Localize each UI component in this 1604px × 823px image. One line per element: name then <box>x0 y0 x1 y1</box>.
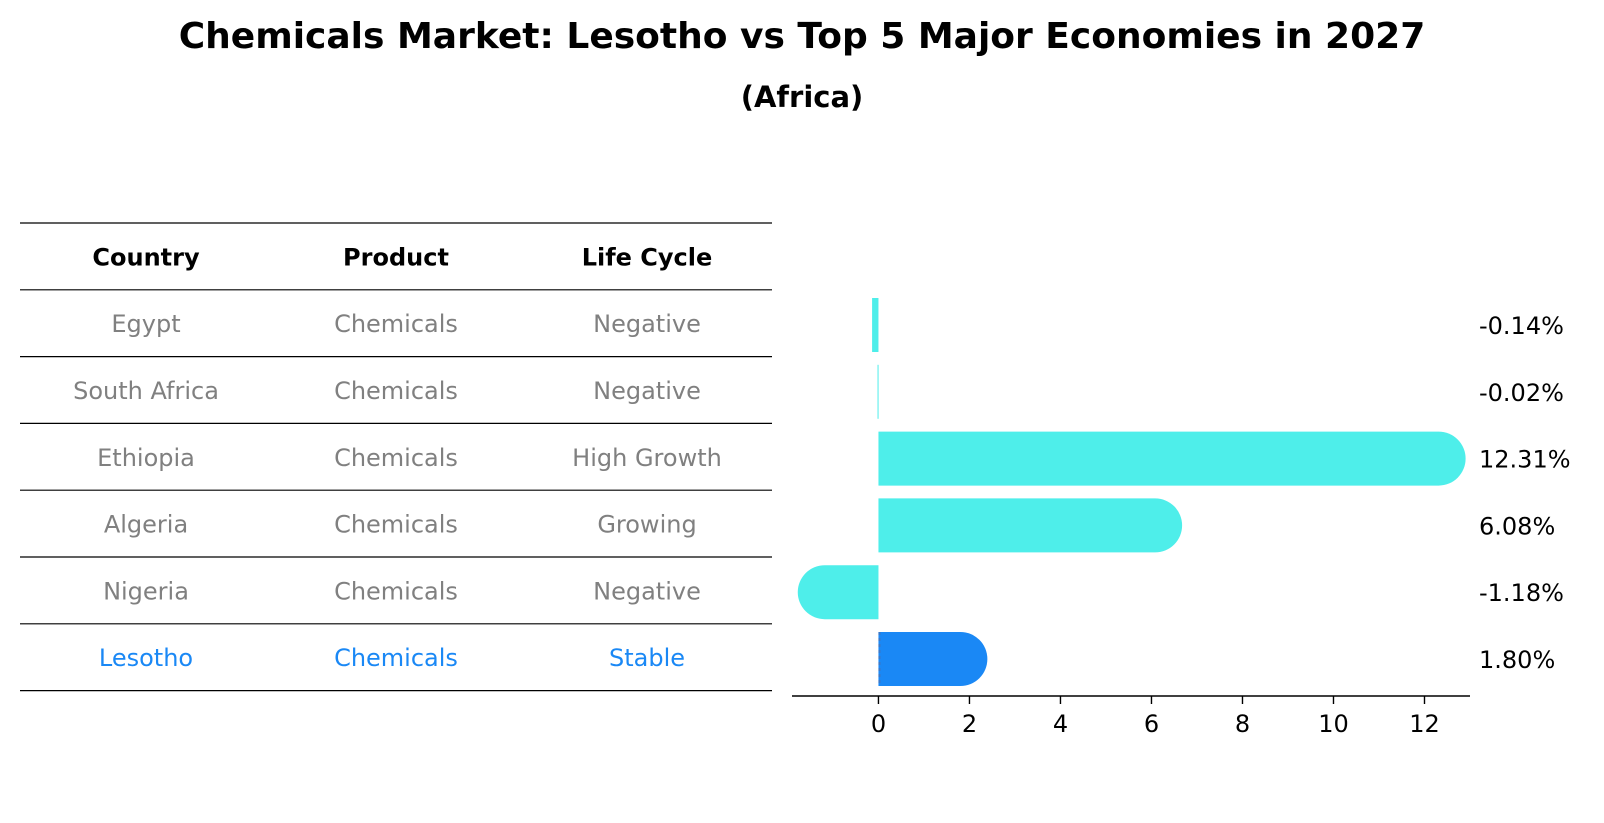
table-cell: Nigeria <box>103 577 189 605</box>
x-tick-label: 4 <box>1053 710 1068 738</box>
table-cell: Algeria <box>104 511 188 539</box>
table-cell: Chemicals <box>334 377 458 405</box>
bar-algeria <box>878 498 1183 553</box>
x-tick-label: 12 <box>1409 710 1440 738</box>
bar-value-label: 6.08% <box>1479 512 1555 540</box>
table-cell: Negative <box>593 310 701 338</box>
table-cell: Chemicals <box>334 644 458 672</box>
bar-value-label: -0.02% <box>1479 379 1564 407</box>
bar-value-label: 1.80% <box>1479 646 1555 674</box>
bar-value-label: 12.31% <box>1479 446 1571 474</box>
bar-ethiopia <box>878 431 1466 486</box>
bar-value-label: -0.14% <box>1479 312 1564 340</box>
table-cell: Egypt <box>111 310 180 338</box>
chart-title: Chemicals Market: Lesotho vs Top 5 Major… <box>178 16 1426 57</box>
table-header-cell: Life Cycle <box>582 243 713 271</box>
bar-lesotho <box>878 632 988 686</box>
table-cell: Chemicals <box>334 577 458 605</box>
table-cell: Chemicals <box>334 444 458 472</box>
x-tick-label: 0 <box>871 710 886 738</box>
table-cell: South Africa <box>73 377 219 405</box>
table-cell: Chemicals <box>334 511 458 539</box>
x-tick-label: 6 <box>1144 710 1159 738</box>
bar-south-africa <box>877 364 879 419</box>
table-header-cell: Product <box>343 243 449 271</box>
x-tick-label: 10 <box>1318 710 1349 738</box>
table-cell: Stable <box>609 644 685 672</box>
table-cell: Lesotho <box>99 644 193 672</box>
chart-subtitle: (Africa) <box>740 80 864 114</box>
table-cell: Chemicals <box>334 310 458 338</box>
x-tick-label: 8 <box>1235 710 1250 738</box>
table-cell: Ethiopia <box>97 444 195 472</box>
bar-value-label: -1.18% <box>1479 579 1564 607</box>
table-cell: Negative <box>593 377 701 405</box>
bar-nigeria <box>797 565 879 620</box>
table-header-cell: Country <box>92 243 200 271</box>
table-cell: High Growth <box>572 444 722 472</box>
table-cell: Growing <box>597 511 696 539</box>
table-cell: Negative <box>593 577 701 605</box>
bar-egypt <box>872 298 879 352</box>
x-tick-label: 2 <box>962 710 977 738</box>
